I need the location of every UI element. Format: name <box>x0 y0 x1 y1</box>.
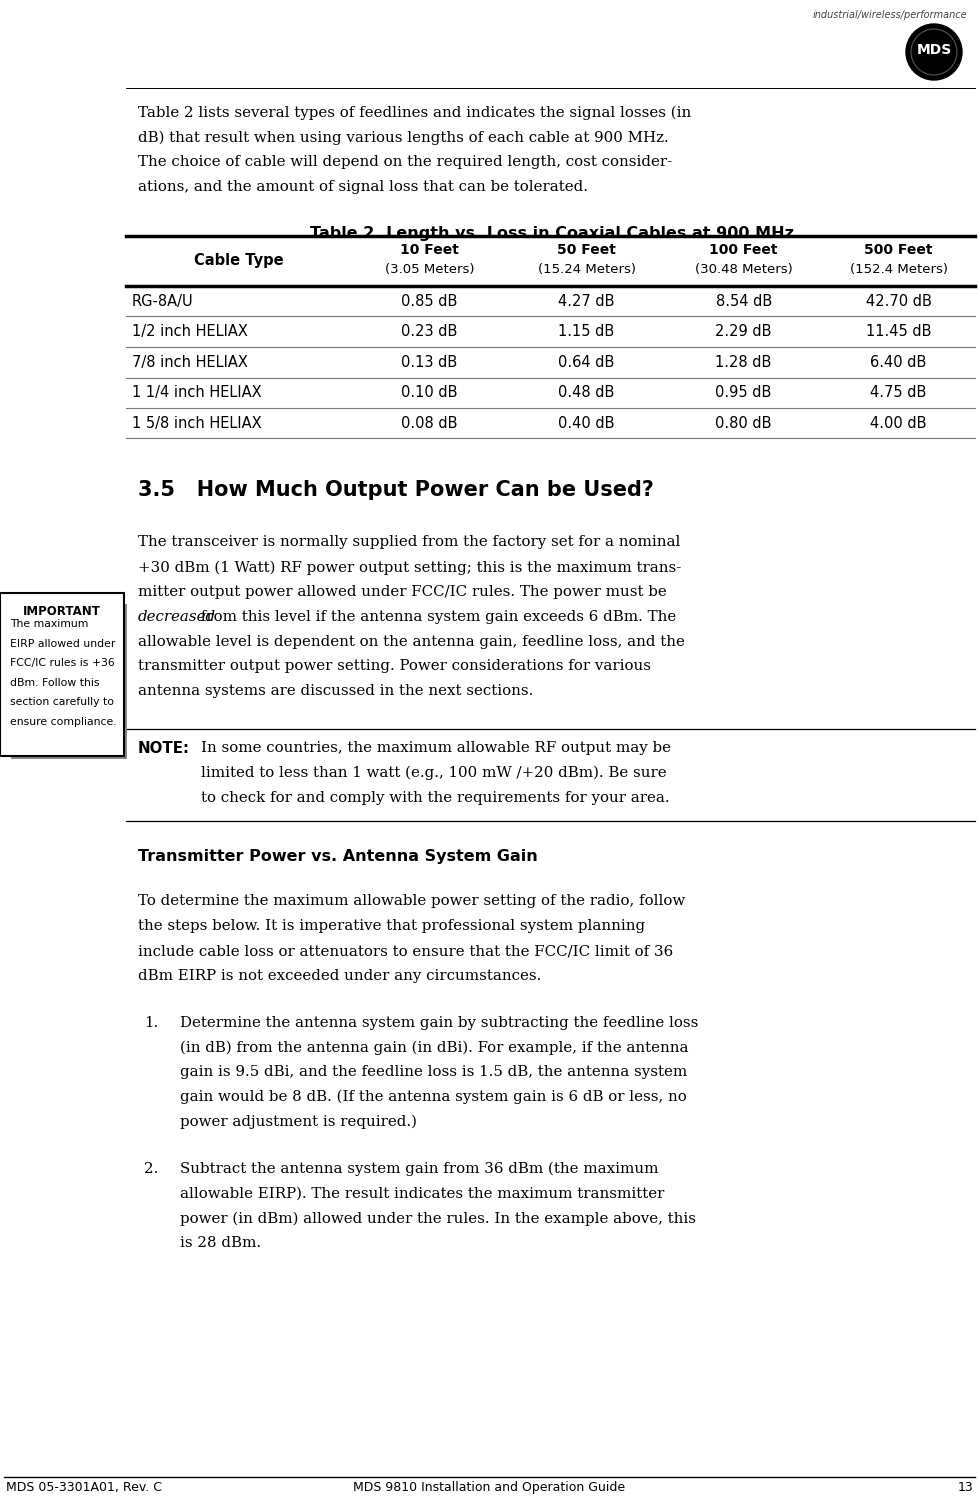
Text: Transmitter Power vs. Antenna System Gain: Transmitter Power vs. Antenna System Gai… <box>138 849 537 864</box>
Text: 1.15 dB: 1.15 dB <box>557 324 614 339</box>
Text: +30 dBm (1 Watt) RF power output setting; this is the maximum trans-: +30 dBm (1 Watt) RF power output setting… <box>138 560 681 575</box>
Text: (152.4 Meters): (152.4 Meters) <box>849 263 947 277</box>
Text: limited to less than 1 watt (e.g., 100 mW /+20 dBm). Be sure: limited to less than 1 watt (e.g., 100 m… <box>200 766 666 780</box>
Text: 4.75 dB: 4.75 dB <box>869 385 926 400</box>
Text: gain is 9.5 dBi, and the feedline loss is 1.5 dB, the antenna system: gain is 9.5 dBi, and the feedline loss i… <box>180 1066 687 1079</box>
Text: (15.24 Meters): (15.24 Meters) <box>537 263 635 277</box>
Text: 4.00 dB: 4.00 dB <box>869 415 926 430</box>
Text: 10 Feet: 10 Feet <box>400 242 459 257</box>
Text: 0.08 dB: 0.08 dB <box>401 415 458 430</box>
Text: Determine the antenna system gain by subtracting the feedline loss: Determine the antenna system gain by sub… <box>180 1016 697 1029</box>
Text: Table 2 lists several types of feedlines and indicates the signal losses (in: Table 2 lists several types of feedlines… <box>138 105 690 120</box>
Text: 1.: 1. <box>144 1016 158 1029</box>
Text: Table 2. Length vs. Loss in Coaxial Cables at 900 MHz: Table 2. Length vs. Loss in Coaxial Cabl… <box>310 226 794 241</box>
Text: decreased: decreased <box>138 610 216 625</box>
Text: (in dB) from the antenna gain (in dBi). For example, if the antenna: (in dB) from the antenna gain (in dBi). … <box>180 1040 688 1055</box>
Text: MDS 05-3301A01, Rev. C: MDS 05-3301A01, Rev. C <box>6 1481 161 1494</box>
Text: 0.10 dB: 0.10 dB <box>401 385 458 400</box>
Text: mitter output power allowed under FCC/IC rules. The power must be: mitter output power allowed under FCC/IC… <box>138 585 666 599</box>
Text: The transceiver is normally supplied from the factory set for a nominal: The transceiver is normally supplied fro… <box>138 536 680 549</box>
Text: 42.70 dB: 42.70 dB <box>865 293 931 309</box>
Text: power adjustment is required.): power adjustment is required.) <box>180 1115 417 1129</box>
Text: 50 Feet: 50 Feet <box>556 242 615 257</box>
Text: 0.13 dB: 0.13 dB <box>401 355 457 370</box>
Text: FCC/IC rules is +36: FCC/IC rules is +36 <box>10 659 114 668</box>
Text: (30.48 Meters): (30.48 Meters) <box>694 263 792 277</box>
Text: 4.27 dB: 4.27 dB <box>557 293 614 309</box>
Text: The choice of cable will depend on the required length, cost consider-: The choice of cable will depend on the r… <box>138 155 672 169</box>
Text: dB) that result when using various lengths of each cable at 900 MHz.: dB) that result when using various lengt… <box>138 131 668 144</box>
Text: dBm EIRP is not exceeded under any circumstances.: dBm EIRP is not exceeded under any circu… <box>138 969 541 983</box>
Text: to check for and comply with the requirements for your area.: to check for and comply with the require… <box>200 790 669 805</box>
Text: 0.64 dB: 0.64 dB <box>557 355 614 370</box>
Text: 1 5/8 inch HELIAX: 1 5/8 inch HELIAX <box>132 415 261 430</box>
Text: 0.40 dB: 0.40 dB <box>557 415 614 430</box>
FancyBboxPatch shape <box>0 593 124 757</box>
Text: 13: 13 <box>956 1481 972 1494</box>
Text: 6.40 dB: 6.40 dB <box>869 355 926 370</box>
Text: 2.29 dB: 2.29 dB <box>715 324 771 339</box>
Text: transmitter output power setting. Power considerations for various: transmitter output power setting. Power … <box>138 659 650 674</box>
Text: 0.85 dB: 0.85 dB <box>401 293 458 309</box>
Text: EIRP allowed under: EIRP allowed under <box>10 640 115 649</box>
Text: include cable loss or attenuators to ensure that the FCC/IC limit of 36: include cable loss or attenuators to ens… <box>138 944 673 959</box>
Text: antenna systems are discussed in the next sections.: antenna systems are discussed in the nex… <box>138 685 533 698</box>
Text: Cable Type: Cable Type <box>194 253 283 268</box>
Text: allowable EIRP). The result indicates the maximum transmitter: allowable EIRP). The result indicates th… <box>180 1186 664 1201</box>
Text: 0.23 dB: 0.23 dB <box>401 324 458 339</box>
Text: 11.45 dB: 11.45 dB <box>865 324 930 339</box>
Text: 500 Feet: 500 Feet <box>864 242 932 257</box>
Text: NOTE:: NOTE: <box>138 740 190 756</box>
Text: IMPORTANT: IMPORTANT <box>23 605 101 619</box>
Text: In some countries, the maximum allowable RF output may be: In some countries, the maximum allowable… <box>200 740 670 756</box>
Text: dBm. Follow this: dBm. Follow this <box>10 677 100 688</box>
Text: 8.54 dB: 8.54 dB <box>715 293 771 309</box>
Text: ations, and the amount of signal loss that can be tolerated.: ations, and the amount of signal loss th… <box>138 179 588 194</box>
Text: 0.80 dB: 0.80 dB <box>715 415 771 430</box>
Text: 1/2 inch HELIAX: 1/2 inch HELIAX <box>132 324 247 339</box>
Text: ensure compliance.: ensure compliance. <box>10 716 116 727</box>
Text: 1.28 dB: 1.28 dB <box>715 355 771 370</box>
FancyBboxPatch shape <box>11 605 127 760</box>
Text: 0.48 dB: 0.48 dB <box>557 385 614 400</box>
Text: 100 Feet: 100 Feet <box>709 242 778 257</box>
Text: 1 1/4 inch HELIAX: 1 1/4 inch HELIAX <box>132 385 261 400</box>
Text: power (in dBm) allowed under the rules. In the example above, this: power (in dBm) allowed under the rules. … <box>180 1212 695 1225</box>
Text: To determine the maximum allowable power setting of the radio, follow: To determine the maximum allowable power… <box>138 894 685 909</box>
Text: 0.95 dB: 0.95 dB <box>715 385 771 400</box>
Circle shape <box>905 24 961 80</box>
Text: allowable level is dependent on the antenna gain, feedline loss, and the: allowable level is dependent on the ante… <box>138 635 685 649</box>
Text: gain would be 8 dB. (If the antenna system gain is 6 dB or less, no: gain would be 8 dB. (If the antenna syst… <box>180 1090 686 1105</box>
Text: RG-8A/U: RG-8A/U <box>132 293 194 309</box>
Text: 7/8 inch HELIAX: 7/8 inch HELIAX <box>132 355 247 370</box>
Text: The maximum: The maximum <box>10 620 88 629</box>
Text: 3.5   How Much Output Power Can be Used?: 3.5 How Much Output Power Can be Used? <box>138 480 653 501</box>
Text: industrial/wireless/performance: industrial/wireless/performance <box>812 11 966 20</box>
Text: MDS 9810 Installation and Operation Guide: MDS 9810 Installation and Operation Guid… <box>353 1481 625 1494</box>
Text: Subtract the antenna system gain from 36 dBm (the maximum: Subtract the antenna system gain from 36… <box>180 1162 658 1175</box>
Text: section carefully to: section carefully to <box>10 697 113 707</box>
Text: MDS: MDS <box>915 44 951 57</box>
Text: from this level if the antenna system gain exceeds 6 dBm. The: from this level if the antenna system ga… <box>197 610 676 625</box>
Text: is 28 dBm.: is 28 dBm. <box>180 1236 261 1251</box>
Text: the steps below. It is imperative that professional system planning: the steps below. It is imperative that p… <box>138 920 645 933</box>
Text: (3.05 Meters): (3.05 Meters) <box>384 263 473 277</box>
Text: 2.: 2. <box>144 1162 158 1175</box>
